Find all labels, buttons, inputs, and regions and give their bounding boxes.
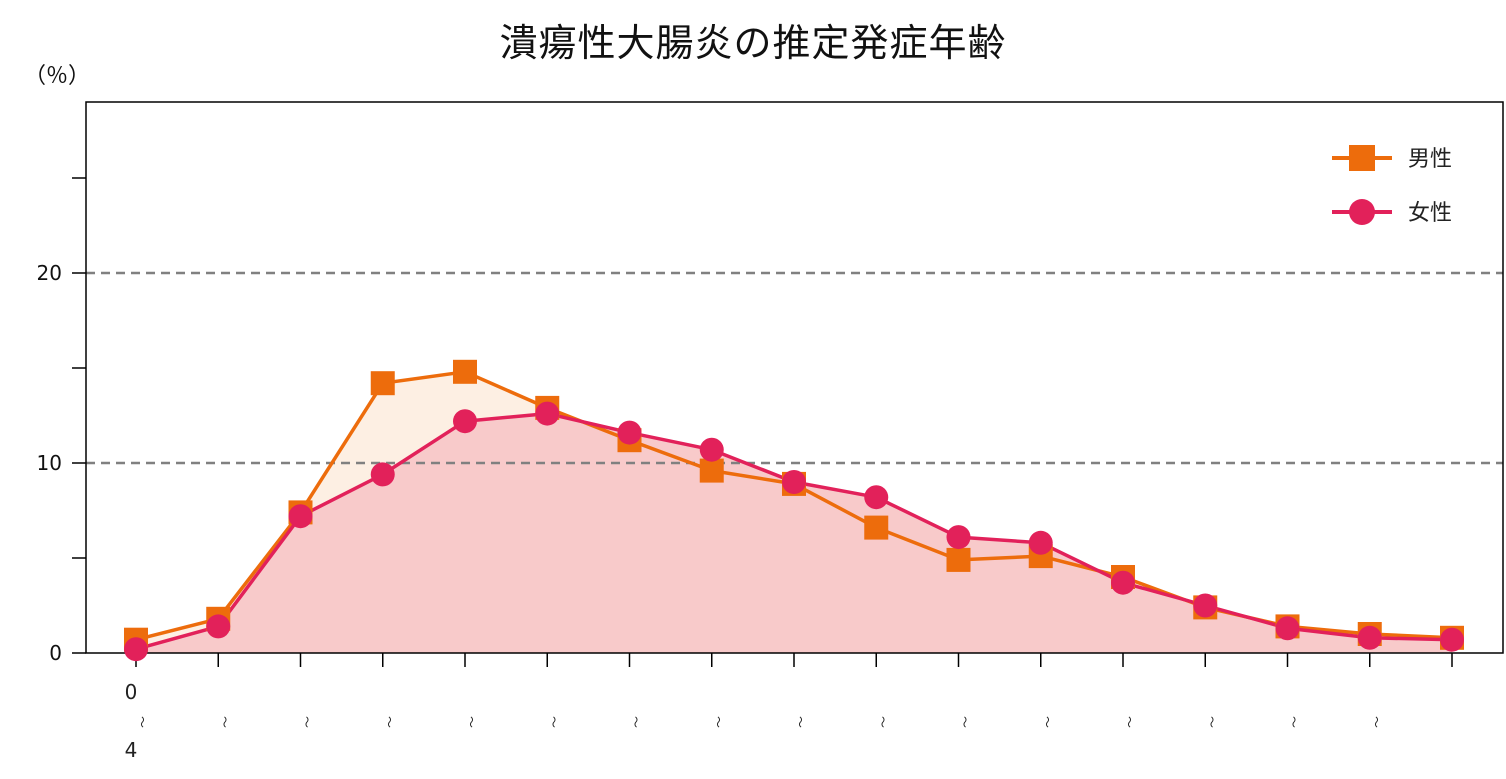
- x-tick-label-mid: 〜: [464, 716, 478, 728]
- marker-circle: [535, 401, 560, 426]
- x-tick-label-mid: 〜: [546, 716, 560, 728]
- marker-circle: [1111, 570, 1135, 595]
- x-tick-label-mid: 〜: [135, 716, 149, 728]
- x-tick-label-mid: 〜: [711, 716, 725, 728]
- y-axis-unit: （％）: [24, 64, 91, 89]
- chart-title: 潰瘍性大腸炎の推定発症年齢: [499, 21, 1007, 65]
- marker-square: [864, 515, 889, 540]
- x-tick-label-mid: 〜: [958, 716, 972, 728]
- x-tick-label-bottom: 4: [125, 738, 138, 762]
- legend-marker-square: [1349, 145, 1375, 171]
- marker-circle: [453, 409, 477, 434]
- marker-circle: [782, 470, 806, 494]
- area-fills: [136, 371, 1452, 653]
- legend-marker-circle: [1349, 199, 1375, 225]
- x-tick-label-mid: 〜: [875, 716, 889, 728]
- x-tick-label-mid: 〜: [1204, 716, 1218, 728]
- marker-circle: [288, 504, 313, 529]
- y-tick-label: 10: [37, 451, 62, 475]
- marker-circle: [370, 462, 395, 487]
- marker-circle: [1028, 530, 1053, 555]
- series-markers: [124, 359, 1464, 662]
- marker-circle: [206, 614, 231, 639]
- x-tick-label-mid: 〜: [629, 716, 643, 728]
- x-tick-label-mid: 〜: [1040, 716, 1054, 728]
- marker-circle: [946, 525, 971, 550]
- marker-circle: [1440, 627, 1464, 652]
- marker-circle: [699, 437, 724, 462]
- marker-square: [699, 458, 724, 483]
- marker-circle: [1275, 616, 1300, 641]
- marker-circle: [617, 420, 642, 445]
- x-tick-label-mid: 〜: [1122, 716, 1136, 728]
- marker-square: [370, 371, 395, 396]
- x-tick-label-mid: 〜: [300, 716, 314, 728]
- x-tick-label-mid: 〜: [793, 716, 807, 728]
- marker-square: [946, 547, 971, 572]
- y-tick-label: 0: [49, 641, 62, 665]
- legend-label-0: 男性: [1408, 147, 1452, 172]
- axis-ticks: 0 10 20 0 〜 4 〜 〜 〜 〜 〜 〜 〜 〜 〜 〜 〜 〜 〜 〜 〜: [37, 177, 1453, 762]
- marker-circle: [1357, 625, 1382, 650]
- marker-square: [453, 359, 477, 384]
- x-tick-label-top: 0: [125, 680, 138, 704]
- x-tick-label-mid: 〜: [217, 716, 231, 728]
- legend-label-1: 女性: [1408, 201, 1452, 226]
- x-tick-label-mid: 〜: [1369, 716, 1383, 728]
- y-tick-label: 20: [37, 261, 62, 285]
- x-tick-label-mid: 〜: [1287, 716, 1301, 728]
- marker-circle: [864, 485, 889, 510]
- x-tick-label-mid: 〜: [382, 716, 396, 728]
- marker-circle: [1193, 593, 1218, 618]
- marker-circle: [124, 637, 148, 662]
- gridlines: [86, 271, 1503, 465]
